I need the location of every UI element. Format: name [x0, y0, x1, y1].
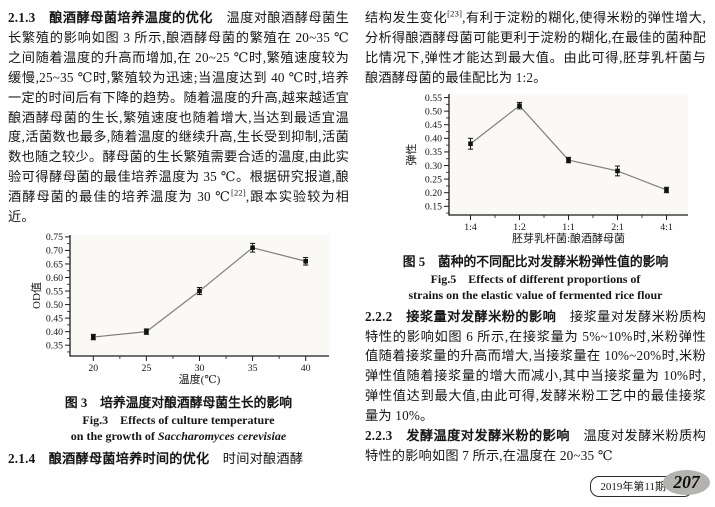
svg-text:4:1: 4:1 — [660, 222, 673, 233]
svg-text:0.35: 0.35 — [46, 340, 63, 351]
svg-text:0.25: 0.25 — [425, 174, 442, 185]
citation-ref-23: [23] — [447, 8, 463, 19]
fig5-line-chart: 0.15 0.20 0.25 0.30 0.35 0.40 0.45 0.50 0.55 1:4 1… — [404, 92, 688, 245]
svg-text:0.65: 0.65 — [46, 259, 63, 270]
figure-5: 0.15 0.20 0.25 0.30 0.35 0.40 0.45 0.50 0.55 1:4 1… — [404, 89, 706, 250]
svg-text:0.60: 0.60 — [46, 273, 63, 284]
page-number: 207 — [663, 470, 710, 495]
svg-text:1:4: 1:4 — [464, 222, 477, 233]
citation-ref-22: [22] — [230, 187, 246, 198]
right-column: 结构发生变化[23],有利于淀粉的糊化,使得米粉的弹性增大,分析得酿酒酵母菌可能… — [365, 8, 706, 507]
continuation-text-end: ,有利于淀粉的糊化,使得米粉的弹性增大,分析得酿酒酵母菌可能更利于淀粉的糊化,在… — [365, 10, 706, 85]
svg-text:0.75: 0.75 — [46, 232, 63, 243]
svg-text:0.50: 0.50 — [46, 300, 63, 311]
svg-text:1:2: 1:2 — [513, 222, 526, 233]
svg-text:0.70: 0.70 — [46, 246, 63, 257]
page-footer: 2019年第11期 207 — [580, 469, 710, 499]
section-2-2-2-paragraph: 2.2.2 接浆量对发酵米粉的影响 接浆量对发酵米粉质构特性的影响如图 6 所示… — [365, 307, 706, 426]
fig3-caption-en-line2: on the growth of Saccharomyces cerevisia… — [8, 428, 349, 445]
fig3-caption-en-line1: Fig.3 Effects of culture temperature — [82, 412, 275, 427]
svg-text:20: 20 — [88, 363, 98, 374]
svg-text:0.15: 0.15 — [425, 201, 442, 212]
svg-text:1:1: 1:1 — [562, 222, 575, 233]
species-name: Saccharomyces cerevisiae — [157, 429, 287, 444]
section-2-2-3-paragraph: 2.2.3 发酵温度对发酵米粉的影响 温度对发酵米粉质构特性的影响如图 7 所示… — [365, 426, 706, 466]
section-2-1-4-paragraph: 2.1.4 酿酒酵母菌培养时间的优化 时间对酿酒酵 — [8, 449, 349, 469]
section-2-1-3-heading: 2.1.3 酿酒酵母菌培养温度的优化 — [8, 10, 213, 25]
section-2-1-3-text: 温度对酿酒酵母菌生长繁殖的影响如图 3 所示,酿酒酵母菌的繁殖在 20~35 ℃… — [8, 10, 349, 205]
section-2-1-4-text: 时间对酿酒酵 — [209, 450, 304, 466]
svg-text:0.55: 0.55 — [425, 92, 442, 103]
svg-text:0.20: 0.20 — [425, 188, 442, 199]
svg-text:0.45: 0.45 — [425, 120, 442, 131]
continuation-text: 结构发生变化 — [365, 10, 448, 25]
svg-text:弹性: 弹性 — [405, 143, 418, 165]
fig3-caption-cn: 图 3 培养温度对酿酒酵母菌生长的影响 — [64, 395, 293, 410]
section-2-2-2-text: 接浆量对发酵米粉质构特性的影响如图 6 所示,在接浆量为 5%~10%时,米粉弹… — [365, 308, 706, 424]
svg-text:胚芽乳杆菌:酿酒酵母菌: 胚芽乳杆菌:酿酒酵母菌 — [512, 231, 625, 245]
section-2-2-2-heading: 2.2.2 接浆量对发酵米粉的影响 — [365, 308, 557, 324]
fig5-caption-en-line1: Fig.5 Effects of different proportions o… — [430, 271, 641, 286]
fig3-caption-en-prefix: on the growth of — [70, 429, 158, 444]
svg-text:35: 35 — [248, 363, 258, 374]
svg-text:0.40: 0.40 — [46, 327, 63, 338]
svg-text:OD值: OD值 — [30, 282, 43, 309]
left-column: 2.1.3 酿酒酵母菌培养温度的优化 温度对酿酒酵母菌生长繁殖的影响如图 3 所… — [8, 8, 349, 507]
section-2-1-3-paragraph: 2.1.3 酿酒酵母菌培养温度的优化 温度对酿酒酵母菌生长繁殖的影响如图 3 所… — [8, 8, 349, 227]
svg-text:25: 25 — [142, 363, 152, 374]
svg-text:30: 30 — [195, 363, 205, 374]
figure-3: 0.35 0.40 0.45 0.50 0.55 0.60 0.65 0.70 0.75 20 25… — [30, 230, 349, 391]
continuation-paragraph: 结构发生变化[23],有利于淀粉的糊化,使得米粉的弹性增大,分析得酿酒酵母菌可能… — [365, 8, 706, 88]
fig5-caption-en-line2: strains on the elastic value of fermente… — [408, 288, 663, 303]
svg-text:温度(℃): 温度(℃) — [179, 372, 221, 386]
svg-text:0.35: 0.35 — [425, 147, 442, 158]
section-2-1-3-text-end: ,跟本实验较为相近。 — [8, 189, 349, 225]
svg-text:0.50: 0.50 — [425, 106, 442, 117]
svg-text:0.40: 0.40 — [425, 133, 442, 144]
svg-text:40: 40 — [301, 363, 311, 374]
svg-text:0.45: 0.45 — [46, 313, 63, 324]
section-2-1-4-heading: 2.1.4 酿酒酵母菌培养时间的优化 — [8, 450, 210, 466]
svg-text:0.30: 0.30 — [425, 160, 442, 171]
svg-text:2:1: 2:1 — [611, 222, 624, 233]
fig5-caption-cn: 图 5 菌种的不同配比对发酵米粉弹性值的影响 — [402, 254, 669, 269]
svg-text:0.55: 0.55 — [46, 286, 63, 297]
fig3-line-chart: 0.35 0.40 0.45 0.50 0.55 0.60 0.65 0.70 0.75 20 25… — [30, 232, 329, 386]
section-2-2-3-text: 温度对发酵米粉质构特性的影响如图 7 所示,在温度在 20~35 ℃ — [365, 428, 706, 463]
section-2-2-3-heading: 2.2.3 发酵温度对发酵米粉的影响 — [365, 428, 570, 444]
